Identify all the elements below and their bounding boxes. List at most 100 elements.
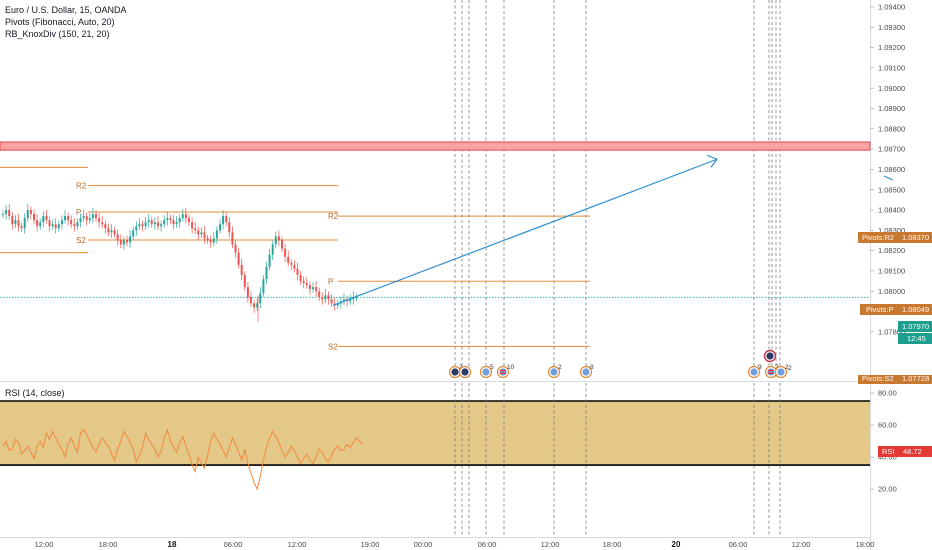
event-count: 2 [788, 365, 792, 372]
price-tick-label: 1.08200 [878, 246, 905, 255]
candles [2, 203, 358, 322]
time-tick-label: 06:00 [478, 540, 497, 549]
candle-body [219, 224, 221, 231]
resistance-zone[interactable] [0, 141, 871, 151]
candle-body [166, 218, 169, 221]
price-tick-label: 1.08100 [878, 267, 905, 276]
rsi-tag-value: 48.72 [903, 447, 922, 456]
event-icon[interactable]: 2 [547, 364, 563, 379]
candle-body [26, 210, 29, 219]
candle-body [191, 222, 194, 229]
candle-body [39, 222, 42, 227]
knoxdiv-legend[interactable]: RB_KnoxDiv (150, 21, 20) [5, 29, 110, 39]
candle-body [45, 216, 48, 221]
candle-body [215, 230, 218, 239]
candle-body [157, 222, 159, 227]
economic-events[interactable]: 2 5 10 2 8 9 2 2 2 [448, 349, 793, 379]
rsi-legend[interactable]: RSI (14, close) [5, 388, 65, 398]
candle-body [200, 232, 203, 235]
candle-body [240, 264, 243, 275]
pivot-r2-tag-label: Pivots:R2 [862, 233, 894, 242]
candle-body [51, 224, 54, 227]
candle-body [222, 216, 225, 225]
time-tick-label: 12:00 [792, 540, 811, 549]
candle-body [29, 210, 32, 215]
event-icon[interactable]: 9 [747, 364, 763, 379]
rsi-line [2, 428, 363, 491]
price-tick-label: 1.09000 [878, 84, 905, 93]
pivots-legend[interactable]: Pivots (Fibonacci, Auto, 20) [5, 17, 115, 27]
candle-body [318, 291, 321, 298]
candle-body [243, 274, 246, 288]
time-tick-label: 12:00 [288, 540, 307, 549]
candle-body [237, 252, 240, 265]
price-tick-label: 1.08800 [878, 124, 905, 133]
rsi-value-tag: RSI 48.72 [878, 446, 932, 457]
candle-body [324, 295, 327, 300]
event-count: 5 [490, 364, 494, 371]
candle-body [206, 238, 209, 241]
candle-body [82, 216, 85, 219]
trend-line[interactable] [332, 158, 718, 306]
candle-body [343, 299, 345, 302]
pivot-label: S2 [76, 236, 86, 245]
candle-body [284, 248, 287, 257]
candle-body [246, 287, 249, 298]
event-icon[interactable]: 2 [774, 364, 790, 379]
candle-body [95, 214, 97, 219]
pivot-label: P [76, 208, 81, 217]
candle-body [144, 222, 147, 227]
candle-body [321, 297, 324, 300]
price-tick-label: 1.08900 [878, 104, 905, 113]
candle-body [8, 210, 11, 217]
candle-body [150, 220, 153, 225]
candle-body [107, 228, 110, 233]
time-axis[interactable]: 12:00 18:00 18 06:00 12:00 19:00 00:00 06:00 12:… [35, 540, 875, 549]
rsi-axis[interactable]: 80.00 60.00 40.00 20.00 [870, 389, 897, 494]
candle-body [88, 218, 91, 221]
event-icon[interactable]: 8 [579, 364, 595, 379]
candle-body [194, 228, 197, 231]
candle-body [113, 230, 116, 235]
pivot-label: R2 [328, 212, 339, 221]
rsi-tag-label: RSI [882, 447, 895, 456]
candle-body [281, 240, 283, 249]
candle-body [256, 303, 259, 308]
time-tick-label: 12:00 [35, 540, 54, 549]
candle-body [262, 279, 265, 294]
candle-body [79, 218, 82, 223]
candle-body [175, 222, 178, 225]
high-impact-event-icon[interactable]: 2 [763, 349, 793, 373]
candle-body [73, 224, 76, 227]
candle-body [308, 285, 311, 290]
last-price-tag: 1.07970 12:45 [898, 321, 932, 344]
candle-body [76, 222, 79, 227]
candle-body [169, 218, 172, 221]
event-count: 9 [758, 364, 762, 371]
candle-body [101, 222, 104, 225]
candle-body [57, 224, 60, 229]
eu-event-icon[interactable] [458, 365, 472, 379]
candle-body [265, 266, 268, 280]
price-axis[interactable]: 1.09400 1.09300 1.09200 1.09100 1.09000 1.089… [870, 3, 905, 337]
pivot-r2-tag-value: 1.08370 [902, 233, 929, 242]
candle-body [23, 218, 26, 229]
event-icon[interactable]: 5 [479, 364, 495, 379]
candle-body [231, 232, 234, 245]
symbol-legend[interactable]: Euro / U.S. Dollar, 15, OANDA [5, 5, 127, 15]
price-tick-label: 1.07800 [878, 327, 905, 336]
candle-body [259, 293, 262, 304]
trend-arrow[interactable] [332, 154, 718, 306]
pivot-levels: R2 P S2 R2 P S2 [0, 166, 590, 351]
candle-body [305, 283, 308, 286]
candle-body [64, 216, 66, 221]
rsi-tick-label: 20.00 [878, 485, 897, 494]
candle-body [153, 222, 156, 225]
candle-body [197, 230, 200, 235]
trend-arrowhead [706, 154, 718, 168]
us-flag-event-icon[interactable]: 10 [496, 364, 515, 379]
candle-body [163, 220, 166, 225]
candle-body [250, 297, 252, 304]
candle-body [91, 214, 94, 219]
